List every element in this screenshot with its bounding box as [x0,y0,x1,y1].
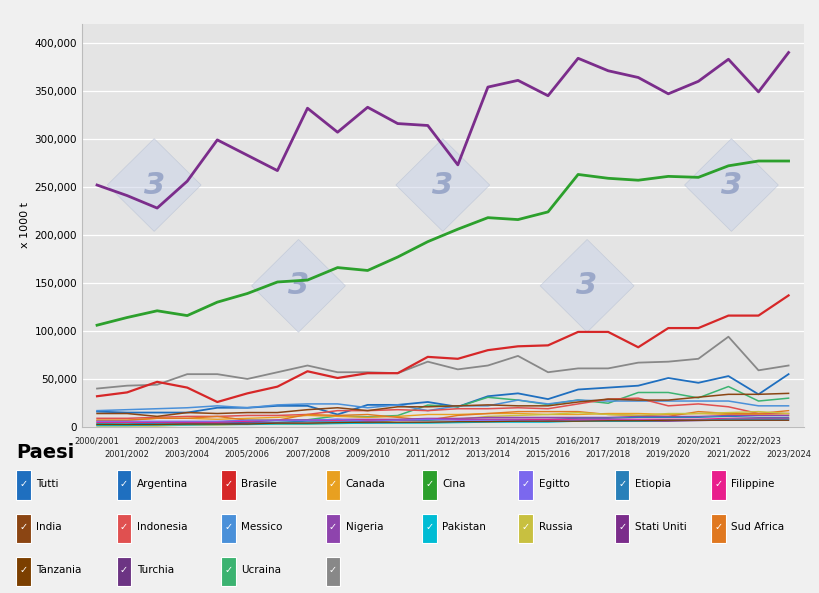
Text: Argentina: Argentina [137,479,188,489]
Text: 2002/2003: 2002/2003 [134,436,179,446]
Text: 2000/2001: 2000/2001 [75,436,120,446]
Text: ✓: ✓ [618,522,626,532]
Text: 2013/2014: 2013/2014 [465,449,509,458]
Text: 2015/2016: 2015/2016 [525,449,570,458]
Text: ✓: ✓ [120,522,128,532]
Text: Tutti: Tutti [36,479,59,489]
FancyBboxPatch shape [518,470,532,500]
Text: 2001/2002: 2001/2002 [105,449,149,458]
FancyBboxPatch shape [614,470,629,500]
FancyBboxPatch shape [711,514,725,543]
Text: India: India [36,522,62,532]
Text: ✓: ✓ [328,522,337,532]
Text: Paesi: Paesi [16,444,75,463]
Text: Brasile: Brasile [241,479,277,489]
Text: 3: 3 [143,171,165,199]
Text: Filippine: Filippine [731,479,774,489]
Text: ✓: ✓ [328,565,337,575]
FancyBboxPatch shape [221,557,235,586]
Polygon shape [396,139,489,231]
Text: Egitto: Egitto [538,479,568,489]
Text: 3: 3 [432,171,453,199]
Text: ✓: ✓ [224,565,232,575]
Text: Turchia: Turchia [137,565,174,575]
FancyBboxPatch shape [614,514,629,543]
Text: 3: 3 [720,171,741,199]
Text: 2014/2015: 2014/2015 [495,436,540,446]
Text: ✓: ✓ [224,479,232,489]
Text: ✓: ✓ [521,479,529,489]
Text: ✓: ✓ [20,522,28,532]
FancyBboxPatch shape [221,514,235,543]
Text: ✓: ✓ [521,522,529,532]
Text: 2012/2013: 2012/2013 [435,436,480,446]
Text: Etiopia: Etiopia [634,479,670,489]
Text: 2017/2018: 2017/2018 [585,449,630,458]
Text: 2005/2006: 2005/2006 [224,449,269,458]
Text: 2019/2020: 2019/2020 [645,449,690,458]
Text: ✓: ✓ [328,479,337,489]
FancyBboxPatch shape [116,470,131,500]
Text: ✓: ✓ [120,565,128,575]
Text: Stati Uniti: Stati Uniti [634,522,686,532]
Text: 2011/2012: 2011/2012 [405,449,450,458]
Text: Canada: Canada [346,479,385,489]
FancyBboxPatch shape [711,470,725,500]
Text: Nigeria: Nigeria [346,522,382,532]
Text: 2022/2023: 2022/2023 [735,436,780,446]
Polygon shape [540,240,633,332]
FancyBboxPatch shape [16,470,30,500]
Text: ✓: ✓ [425,522,432,532]
Text: ✓: ✓ [20,479,28,489]
Text: ✓: ✓ [120,479,128,489]
Text: ✓: ✓ [425,479,432,489]
Text: 2008/2009: 2008/2009 [314,436,360,446]
Text: ✓: ✓ [618,479,626,489]
Text: Pakistan: Pakistan [441,522,486,532]
Text: Russia: Russia [538,522,572,532]
Text: Sud Africa: Sud Africa [731,522,784,532]
Text: 3: 3 [287,272,309,300]
Text: 2009/2010: 2009/2010 [345,449,390,458]
Text: 2020/2021: 2020/2021 [675,436,720,446]
Text: 2006/2007: 2006/2007 [255,436,300,446]
FancyBboxPatch shape [422,470,436,500]
Text: 2007/2008: 2007/2008 [284,449,330,458]
Text: Ucraina: Ucraina [241,565,281,575]
Text: Cina: Cina [441,479,465,489]
Text: 3: 3 [576,272,597,300]
Polygon shape [107,139,201,231]
Text: Tanzania: Tanzania [36,565,82,575]
Text: 2023/2024: 2023/2024 [765,449,810,458]
Text: ✓: ✓ [20,565,28,575]
Text: 2021/2022: 2021/2022 [705,449,750,458]
FancyBboxPatch shape [16,557,30,586]
FancyBboxPatch shape [422,514,436,543]
Polygon shape [684,139,777,231]
FancyBboxPatch shape [16,514,30,543]
Text: Messico: Messico [241,522,283,532]
FancyBboxPatch shape [116,557,131,586]
Text: 2016/2017: 2016/2017 [554,436,600,446]
Text: ✓: ✓ [713,479,722,489]
Text: ✓: ✓ [713,522,722,532]
Y-axis label: x 1000 t: x 1000 t [20,202,30,248]
Polygon shape [251,240,345,332]
Text: Indonesia: Indonesia [137,522,187,532]
Text: 2004/2005: 2004/2005 [195,436,239,446]
Text: 2003/2004: 2003/2004 [165,449,210,458]
FancyBboxPatch shape [325,470,340,500]
Text: 2010/2011: 2010/2011 [375,436,419,446]
Text: 2018/2019: 2018/2019 [615,436,660,446]
Text: ✓: ✓ [224,522,232,532]
FancyBboxPatch shape [116,514,131,543]
FancyBboxPatch shape [325,514,340,543]
FancyBboxPatch shape [221,470,235,500]
FancyBboxPatch shape [518,514,532,543]
FancyBboxPatch shape [325,557,340,586]
